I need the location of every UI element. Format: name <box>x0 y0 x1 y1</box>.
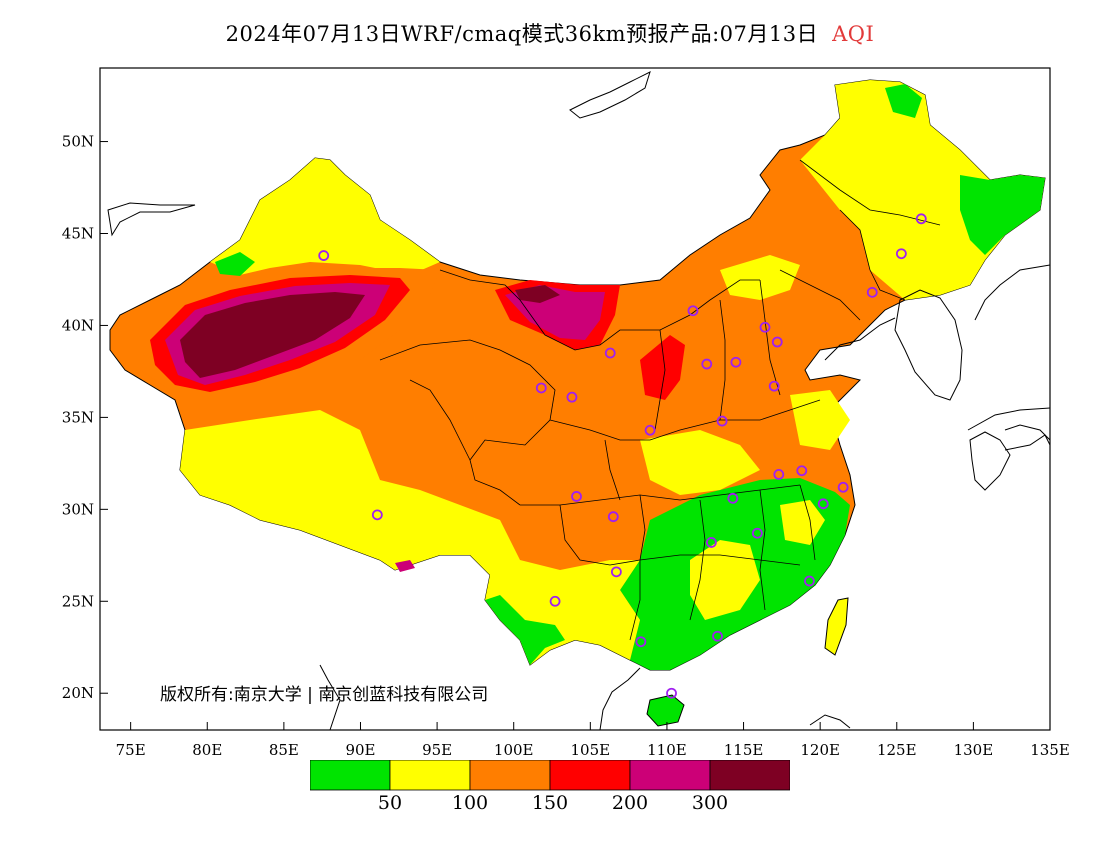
legend-label: 200 <box>611 792 649 814</box>
lat-tick-label: 20N <box>62 684 94 702</box>
lon-tick-label: 100E <box>494 741 534 759</box>
lon-tick-label: 75E <box>116 741 146 759</box>
lat-tick-label: 50N <box>62 133 94 151</box>
city-station-marker <box>705 537 717 548</box>
legend-swatch <box>709 760 790 791</box>
city-station-marker <box>837 481 849 493</box>
city-station-marker <box>727 492 739 504</box>
city-station-marker <box>371 509 383 521</box>
city-station-marker <box>549 595 561 607</box>
city-station-marker <box>773 468 785 480</box>
inner-mongolia-hazardous <box>515 285 560 303</box>
legend-label: 100 <box>451 792 489 814</box>
city-station-marker <box>566 391 578 403</box>
city-station-marker <box>751 527 763 539</box>
copyright-notice: 版权所有:南京大学 | 南京创蓝科技有限公司 <box>160 685 489 705</box>
station-markers <box>318 213 927 699</box>
city-station-marker <box>610 566 622 578</box>
lat-tick-label: 40N <box>62 316 94 334</box>
city-station-marker <box>712 630 723 642</box>
lon-tick-label: 125E <box>877 741 917 759</box>
neighbor-coastlines <box>107 71 1050 730</box>
city-station-marker <box>796 465 808 477</box>
yunnan-green-rim <box>485 595 565 665</box>
central-yellow-patch <box>720 255 800 300</box>
city-station-marker <box>635 636 647 648</box>
city-station-marker <box>535 382 547 394</box>
lat-tick-label: 30N <box>62 500 94 518</box>
lon-tick-label: 130E <box>954 741 994 759</box>
city-station-marker <box>817 498 829 510</box>
northeast-green-2 <box>885 84 922 118</box>
legend-swatch <box>549 760 631 791</box>
east-yellow-patch-2 <box>640 430 760 495</box>
lon-tick-label: 90E <box>345 741 375 759</box>
city-station-marker <box>895 248 907 260</box>
south-yellow-patch-2 <box>780 500 825 545</box>
legend-label: 300 <box>691 792 729 814</box>
city-station-marker <box>771 336 783 348</box>
legend-swatch <box>469 760 551 791</box>
city-station-marker <box>768 380 780 392</box>
lon-tick-label: 110E <box>647 741 687 759</box>
city-station-marker <box>666 687 677 699</box>
legend-label: 50 <box>377 792 403 814</box>
lon-tick-label: 135E <box>1030 741 1070 759</box>
city-station-marker <box>804 575 815 587</box>
lon-tick-label: 80E <box>192 741 222 759</box>
product-label: AQI <box>832 22 875 46</box>
xinjiang-hazardous <box>180 292 365 378</box>
small-tibet-red <box>395 560 415 572</box>
province-borders <box>379 159 941 641</box>
title-text: 2024年07月13日WRF/cmaq模式36km预报产品:07月13日 <box>225 22 819 46</box>
lat-tick-label: 35N <box>62 408 94 426</box>
legend-swatch <box>310 760 391 791</box>
lat-tick-label: 25N <box>62 592 94 610</box>
south-yellow-patch <box>690 540 760 620</box>
city-station-marker <box>318 250 330 261</box>
lon-tick-label: 115E <box>724 741 764 759</box>
aqi-legend <box>310 760 790 791</box>
city-station-marker <box>571 491 582 502</box>
north-red-zone <box>640 335 685 400</box>
northeast-green <box>960 175 1045 255</box>
latitude-axis: 50N 45N 40N 35N 30N 25N 20N <box>62 133 108 702</box>
legend-swatch <box>629 760 711 791</box>
city-station-marker <box>701 358 713 370</box>
city-station-marker <box>716 415 728 427</box>
taiwan <box>824 597 849 656</box>
city-station-marker <box>730 356 742 368</box>
legend-swatch <box>389 760 471 791</box>
map-title: 2024年07月13日WRF/cmaq模式36km预报产品:07月13日 AQI <box>0 18 1100 48</box>
hainan <box>646 694 685 727</box>
city-station-marker <box>644 424 656 436</box>
lat-tick-label: 45N <box>62 225 94 243</box>
city-station-marker <box>687 305 699 317</box>
northwest-yellow <box>210 158 440 275</box>
lon-tick-label: 95E <box>422 741 452 759</box>
longitude-axis: 75E 80E 85E 90E 95E 100E 105E 110E 115E 120E 125E 1… <box>116 722 1070 759</box>
northwest-green <box>215 252 255 276</box>
city-station-marker <box>607 511 619 523</box>
lon-tick-label: 85E <box>269 741 299 759</box>
lon-tick-label: 105E <box>571 741 611 759</box>
legend-label: 150 <box>531 792 569 814</box>
southwest-yellow-band <box>180 410 640 665</box>
city-station-marker <box>604 347 616 359</box>
city-station-marker <box>915 213 927 225</box>
city-station-marker <box>866 286 878 298</box>
lon-tick-label: 120E <box>800 741 840 759</box>
city-station-marker <box>759 321 771 333</box>
